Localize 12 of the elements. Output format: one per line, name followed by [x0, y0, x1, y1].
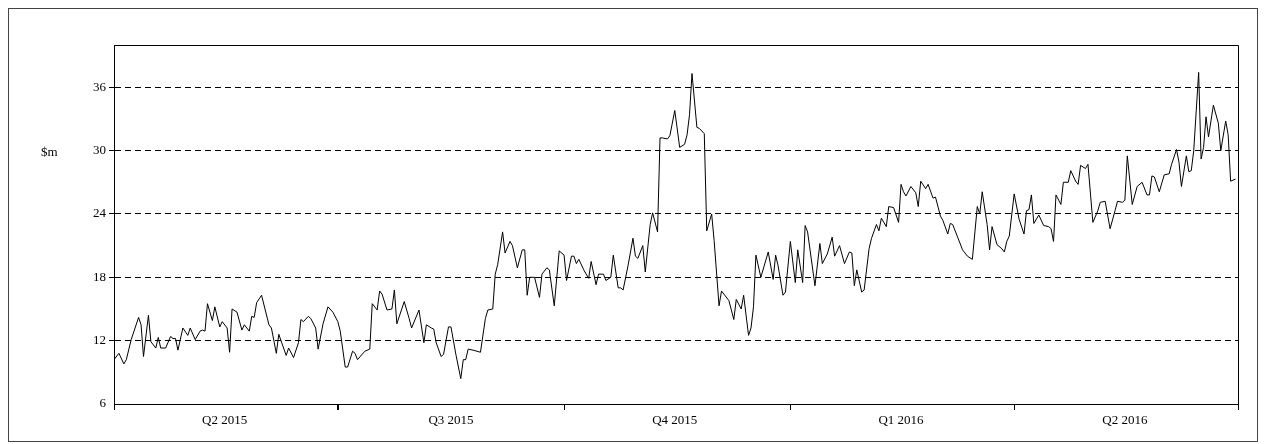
y-tick-label: 6: [99, 395, 107, 411]
y-tick-label: 18: [93, 268, 106, 284]
x-tick-label: Q2 2015: [202, 412, 248, 428]
x-tick-label: Q3 2015: [428, 412, 474, 428]
y-tick-label: 36: [93, 78, 107, 94]
y-tick-label: 12: [93, 332, 106, 348]
x-tick-label: Q4 2015: [652, 412, 698, 428]
x-tick-label: Q1 2016: [878, 412, 925, 428]
y-tick-label: 30: [93, 142, 106, 158]
y-axis-title: $m: [41, 144, 58, 160]
x-tick-label: Q2 2016: [1102, 412, 1148, 428]
y-tick-label: 24: [93, 205, 107, 221]
